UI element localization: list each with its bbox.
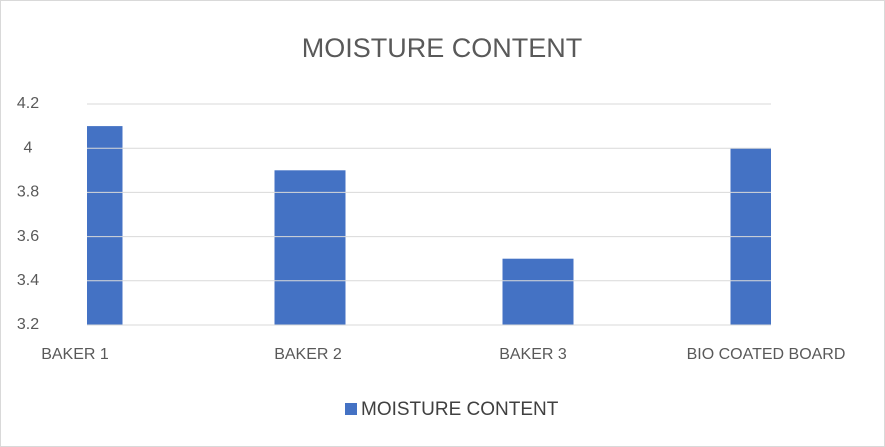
y-tick-label: 3.6 [17,228,39,245]
y-tick-label: 4.2 [17,95,39,112]
y-tick-label: 3.2 [17,316,39,333]
bar [502,258,574,325]
legend-label: MOISTURE CONTENT [361,399,559,420]
x-tick-label: BAKER 2 [274,346,342,363]
bar [87,126,123,325]
x-tick-label: BAKER 1 [41,346,109,363]
y-tick-label: 4 [24,139,33,156]
x-tick-label: BAKER 3 [499,346,567,363]
y-tick-label: 3.8 [17,184,39,201]
x-tick-label: BIO COATED BOARD [687,346,846,363]
bar [274,170,346,325]
y-tick-label: 3.4 [17,272,39,289]
legend-swatch [345,403,357,415]
chart-title: MOISTURE CONTENT [302,33,583,63]
